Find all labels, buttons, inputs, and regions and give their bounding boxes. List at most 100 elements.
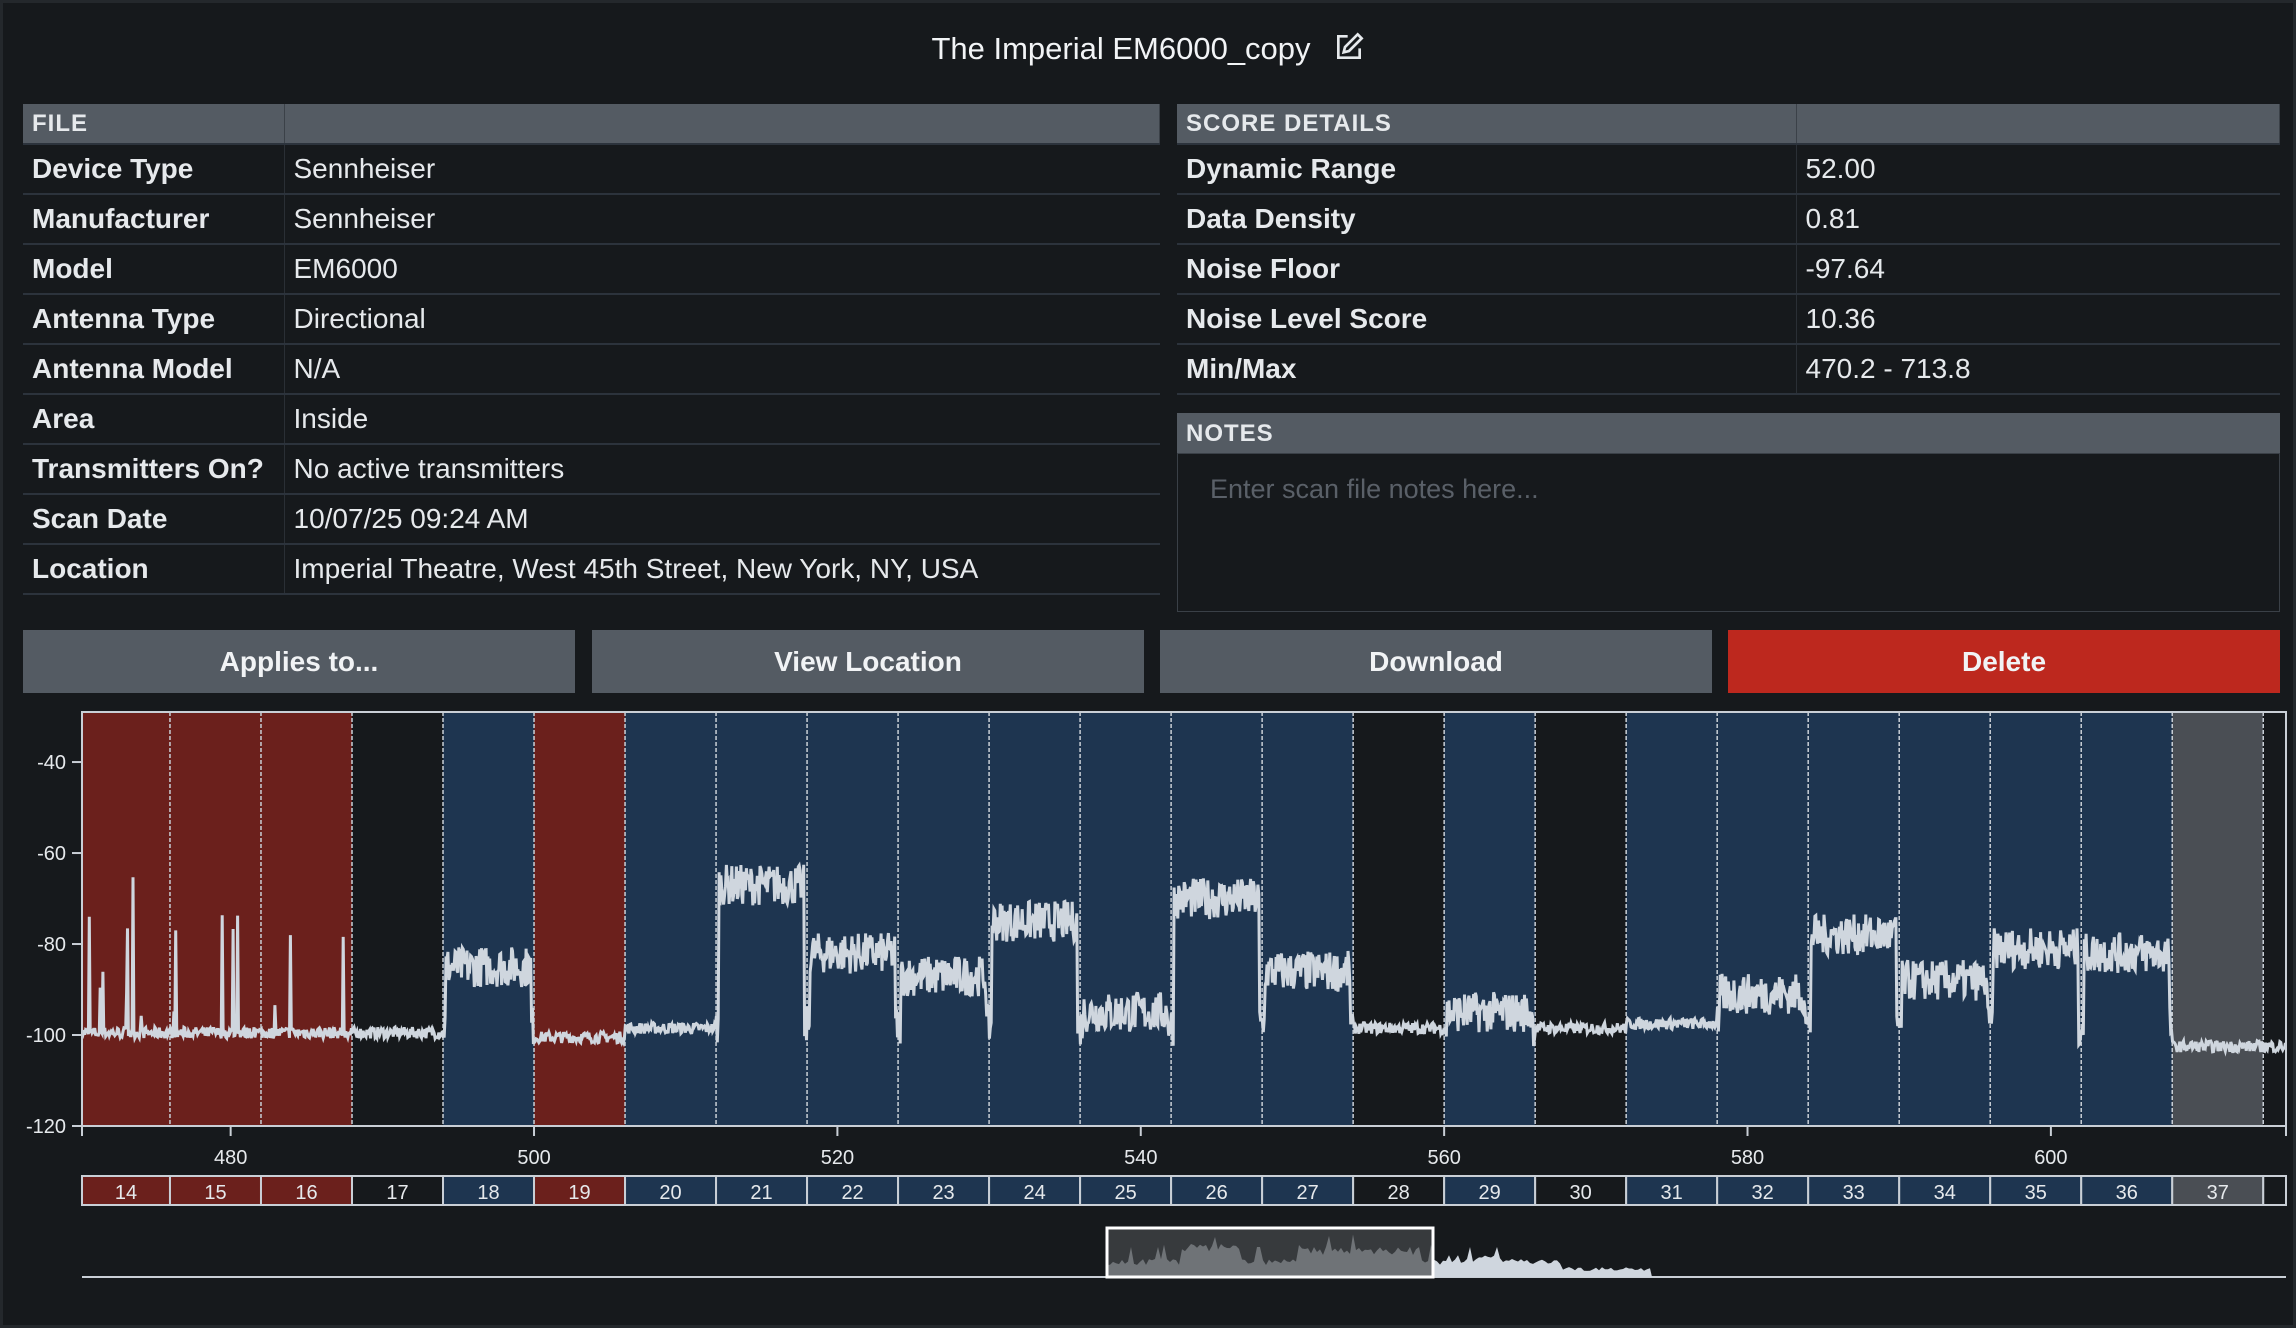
channel-band: [1717, 712, 1809, 1126]
applies-to-button[interactable]: Applies to...: [23, 630, 575, 693]
channel-cell[interactable]: [806, 1175, 900, 1206]
row-label: Noise Level Score: [1177, 294, 1797, 345]
channel-label: 35: [2025, 1182, 2047, 1204]
channel-cell[interactable]: [1989, 1175, 2083, 1206]
x-tick-label: 580: [1731, 1147, 1764, 1169]
channel-band: [1353, 712, 1445, 1126]
download-button[interactable]: Download: [1160, 630, 1712, 693]
channel-band: [1080, 712, 1172, 1126]
table-row: Area Inside: [23, 394, 1160, 445]
view-location-button[interactable]: View Location: [592, 630, 1144, 693]
channel-band: [1262, 712, 1354, 1126]
channel-label: 18: [477, 1182, 499, 1204]
minimap-trace: [1107, 1234, 1652, 1277]
channel-cell[interactable]: [2262, 1175, 2287, 1206]
channel-label: 36: [2116, 1182, 2138, 1204]
table-row: Antenna Type Directional: [23, 294, 1160, 345]
channel-band: [807, 712, 899, 1126]
row-value: No active transmitters: [284, 444, 1160, 495]
row-label: Min/Max: [1177, 344, 1797, 395]
channel-cell[interactable]: [988, 1175, 1082, 1206]
minimap-brush[interactable]: [1105, 1226, 1435, 1279]
channel-band: [82, 712, 170, 1126]
channel-cell[interactable]: [81, 1175, 171, 1206]
row-value: Imperial Theatre, West 45th Street, New …: [284, 544, 1160, 595]
channel-band: [625, 712, 717, 1126]
table-row: Dynamic Range 52.00: [1177, 144, 2280, 195]
row-value: 52.00: [1796, 144, 2280, 195]
table-row: Manufacturer Sennheiser: [23, 194, 1160, 245]
channel-cell[interactable]: [1352, 1175, 1446, 1206]
plot-frame: [81, 711, 2287, 1127]
channel-cell[interactable]: [2171, 1175, 2265, 1206]
y-tick-label: -100: [26, 1025, 66, 1047]
channel-label: 15: [204, 1182, 226, 1204]
x-tick-label: 480: [214, 1147, 247, 1169]
channel-cell[interactable]: [1534, 1175, 1628, 1206]
channel-cell[interactable]: [897, 1175, 991, 1206]
row-value: -97.64: [1796, 244, 2280, 295]
channel-cell[interactable]: [715, 1175, 809, 1206]
delete-button[interactable]: Delete: [1728, 630, 2280, 693]
channel-band: [2263, 712, 2286, 1126]
row-label: Device Type: [23, 144, 285, 195]
channel-label: 21: [750, 1182, 772, 1204]
channel-label: 34: [1934, 1182, 1956, 1204]
channel-label: 28: [1388, 1182, 1410, 1204]
row-value: 10.36: [1796, 294, 2280, 345]
table-row: Antenna Model N/A: [23, 344, 1160, 395]
row-value: 10/07/25 09:24 AM: [284, 494, 1160, 545]
channel-cell[interactable]: [1716, 1175, 1810, 1206]
channel-cell[interactable]: [1625, 1175, 1719, 1206]
row-label: Antenna Type: [23, 294, 285, 345]
channel-label: 24: [1023, 1182, 1045, 1204]
edit-icon[interactable]: [1333, 31, 1365, 63]
notes-input[interactable]: [1177, 453, 2280, 612]
score-header: SCORE DETAILS: [1177, 104, 1797, 145]
channel-label: 32: [1752, 1182, 1774, 1204]
table-row: Location Imperial Theatre, West 45th Stre…: [23, 544, 1160, 595]
channel-band: [989, 712, 1081, 1126]
channel-cell[interactable]: [1898, 1175, 1992, 1206]
channel-cell[interactable]: [1807, 1175, 1901, 1206]
channel-cell[interactable]: [1079, 1175, 1173, 1206]
channel-cell[interactable]: [1170, 1175, 1264, 1206]
channel-band: [1444, 712, 1536, 1126]
channel-band: [716, 712, 808, 1126]
row-label: Noise Floor: [1177, 244, 1797, 295]
channel-cell[interactable]: [1261, 1175, 1355, 1206]
file-table: FILE Device Type Sennheiser Manufacturer Se…: [23, 104, 1160, 595]
channel-cell[interactable]: [351, 1175, 445, 1206]
table-row: Min/Max 470.2 - 713.8: [1177, 344, 2280, 395]
row-value: N/A: [284, 344, 1160, 395]
channel-cell[interactable]: [259, 1175, 354, 1206]
channel-label: 37: [2207, 1182, 2229, 1204]
channel-cell[interactable]: [624, 1175, 718, 1206]
x-tick-label: 540: [1124, 1147, 1157, 1169]
table-row: Noise Level Score 10.36: [1177, 294, 2280, 345]
y-tick-label: -40: [37, 752, 66, 774]
title-text: The Imperial EM6000_copy: [931, 31, 1311, 66]
signal-trace: [82, 861, 2286, 1057]
row-value: Directional: [284, 294, 1160, 345]
channel-band: [1171, 712, 1263, 1126]
channel-band: [443, 712, 535, 1126]
file-header: FILE: [23, 104, 285, 145]
channel-cell[interactable]: [442, 1175, 536, 1206]
table-row: Model EM6000: [23, 244, 1160, 295]
channel-band: [2172, 712, 2264, 1126]
channel-cell[interactable]: [533, 1175, 627, 1206]
channel-band: [1990, 712, 2082, 1126]
row-value: 470.2 - 713.8: [1796, 344, 2280, 395]
channel-cell[interactable]: [1443, 1175, 1537, 1206]
table-row: Data Density 0.81: [1177, 194, 2280, 245]
channel-cell[interactable]: [2080, 1175, 2174, 1206]
channel-label: 29: [1479, 1182, 1501, 1204]
x-tick-label: 520: [821, 1147, 854, 1169]
row-label: Antenna Model: [23, 344, 285, 395]
channel-band: [352, 712, 444, 1126]
row-value: Inside: [284, 394, 1160, 445]
channel-label: 20: [659, 1182, 681, 1204]
channel-label: 16: [295, 1182, 317, 1204]
channel-cell[interactable]: [168, 1175, 262, 1206]
